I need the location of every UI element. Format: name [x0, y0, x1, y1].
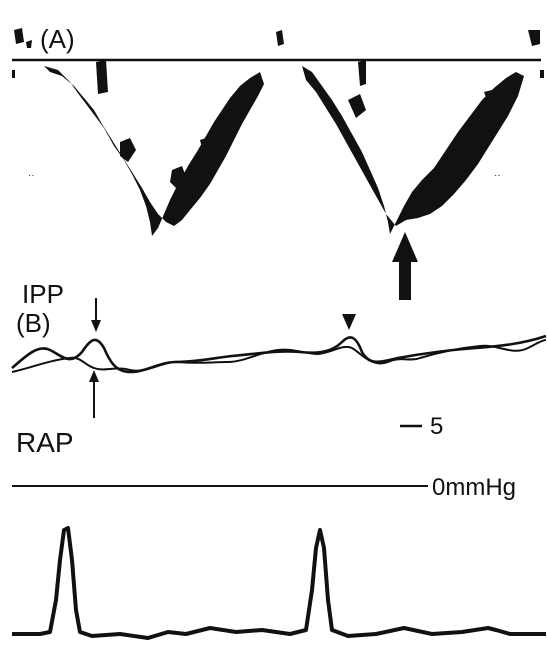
spectral-waveform-2 [302, 66, 524, 234]
panel-a-label: (A) [40, 24, 75, 54]
panel-b-label: (B) [16, 308, 51, 338]
corner-mark-right [528, 30, 540, 46]
dots-left: ·· [28, 170, 35, 181]
ipp-arrow-down-icon [91, 320, 101, 332]
rap-label: RAP [16, 427, 74, 458]
corner-mark-mid [276, 30, 284, 46]
spectral-speckle-1 [96, 60, 214, 190]
bottom-trace-group [12, 526, 546, 640]
zero-pressure-label: 0mmHg [432, 474, 516, 501]
panel-b: IPP (B) RAP 5 0mmHg [11, 279, 547, 501]
ipp-label: IPP [22, 279, 64, 309]
scale-label: 5 [430, 413, 443, 440]
panel-a: (A) ·· ·· [12, 24, 544, 300]
rap-trace [11, 339, 547, 373]
dots-right: ·· [494, 170, 501, 181]
spectral-speckle-2 [348, 60, 502, 212]
tick-mark-right [540, 70, 544, 78]
corner-mark-left [14, 28, 32, 48]
bottom-trace [12, 526, 546, 640]
arrowhead-down-icon [342, 314, 356, 330]
ipp-trace [11, 334, 547, 374]
arrow-up-icon [392, 232, 418, 300]
spectral-waveform-1 [44, 66, 264, 236]
rap-arrow-up-icon [89, 370, 99, 382]
tick-mark-left [12, 70, 15, 78]
